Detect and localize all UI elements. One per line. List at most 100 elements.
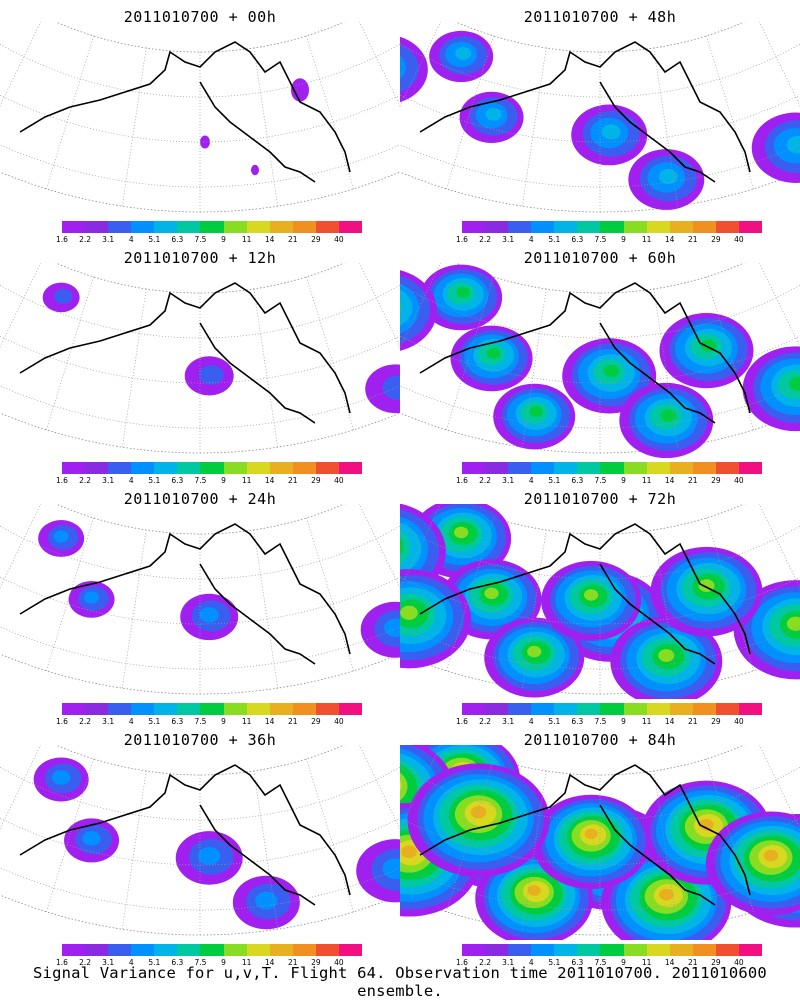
panel-title: 2011010700 + 48h xyxy=(523,8,677,26)
coastline xyxy=(419,282,751,424)
coastline xyxy=(19,523,351,665)
variance-contour xyxy=(199,607,219,623)
colorbar-tick-label: 5.1 xyxy=(148,476,161,485)
colorbar-swatch xyxy=(600,703,624,715)
colorbar-tick-label: 29 xyxy=(311,476,321,485)
colorbar-tick-label: 14 xyxy=(264,476,275,485)
parallel-line xyxy=(400,144,800,188)
colorbar-tick-label: 3.1 xyxy=(102,958,115,967)
colorbar-labels: 1.6 2.2 3.1 4 5.1 6.3 7.5 9 11 14 21 29 40 xyxy=(456,235,762,245)
variance-contour xyxy=(400,44,419,93)
colorbar-labels: 1.6 2.2 3.1 4 5.1 6.3 7.5 9 11 14 21 29 40 xyxy=(56,717,362,727)
colorbar-tick-label: 21 xyxy=(287,476,298,485)
colorbar-swatch xyxy=(715,221,739,233)
variance-contour xyxy=(601,124,621,140)
colorbar-swatch xyxy=(177,221,201,233)
colorbar-tick-label: 11 xyxy=(241,476,252,485)
colorbar-swatch xyxy=(154,944,178,956)
parallel-line xyxy=(0,867,400,911)
map-panel: 2011010700 + 48h 1.6 2.2 3.1 4 5.1 6.3 7.5 9 11 14… xyxy=(400,0,800,244)
colorbar-swatch xyxy=(177,462,201,474)
colorbar-tick-label: 1.6 xyxy=(56,235,68,244)
panel-title: 2011010700 + 72h xyxy=(523,490,677,508)
colorbar-swatch xyxy=(223,944,247,956)
colorbar-swatch xyxy=(577,944,601,956)
colorbar-swatch xyxy=(508,221,532,233)
parallel-line xyxy=(0,284,400,339)
colorbar-tick-label: 40 xyxy=(734,958,744,967)
colorbar-swatch xyxy=(646,462,670,474)
colorbar-tick-label: 40 xyxy=(334,717,344,726)
colorbar-swatch xyxy=(108,221,132,233)
colorbar-swatch xyxy=(200,462,224,474)
colorbar-swatch xyxy=(508,462,532,474)
colorbar-tick-label: 9 xyxy=(621,958,626,967)
colorbar-tick-label: 11 xyxy=(641,717,652,726)
colorbar-tick-label: 21 xyxy=(687,235,698,244)
coastline xyxy=(419,523,751,665)
parallel-line xyxy=(400,335,800,384)
map-domain-outline xyxy=(0,22,400,213)
colorbar-swatch xyxy=(462,462,486,474)
parallel-line xyxy=(0,766,400,821)
variance-contour xyxy=(456,286,470,298)
colorbar-tick-label: 21 xyxy=(287,958,298,967)
colorbar-swatch xyxy=(315,944,339,956)
parallel-line xyxy=(0,817,400,866)
colorbar-swatch xyxy=(738,944,763,956)
variance-contour xyxy=(788,376,800,391)
panel-title: 2011010700 + 24h xyxy=(123,490,277,508)
colorbar-tick-label: 6.3 xyxy=(571,958,584,967)
variance-contour xyxy=(384,618,400,638)
colorbar-swatch xyxy=(154,703,178,715)
colorbar-swatch xyxy=(131,221,155,233)
variance-contour xyxy=(786,616,800,631)
colorbar-tick-label: 6.3 xyxy=(171,476,184,485)
colorbar-swatch xyxy=(646,703,670,715)
colorbar-tick-label: 9 xyxy=(221,235,226,244)
colorbar-swatch xyxy=(246,221,270,233)
parallel-line xyxy=(0,385,400,429)
colorbar-tick-label: 7.5 xyxy=(594,717,607,726)
parallel-line xyxy=(0,335,400,384)
polar-map xyxy=(400,263,800,458)
colorbar-tick-label: 3.1 xyxy=(102,476,115,485)
colorbar-swatch xyxy=(108,703,132,715)
variance-contour xyxy=(198,365,224,385)
colorbar-tick-label: 1.6 xyxy=(56,958,68,967)
colorbar-tick-label: 2.2 xyxy=(79,717,92,726)
colorbar-tick-label: 7.5 xyxy=(594,235,607,244)
colorbar-tick-label: 21 xyxy=(287,717,298,726)
parallel-line xyxy=(400,284,800,339)
colorbar-swatch xyxy=(715,462,739,474)
colorbar-labels: 1.6 2.2 3.1 4 5.1 6.3 7.5 9 11 14 21 29 40 xyxy=(56,958,362,968)
variance-contour xyxy=(529,406,544,418)
variance-contour xyxy=(485,107,502,121)
colorbar-tick-label: 29 xyxy=(711,717,721,726)
colorbar-swatch xyxy=(646,221,670,233)
colorbar-tick-label: 3.1 xyxy=(102,235,115,244)
variance-contour xyxy=(400,530,411,565)
colorbar-tick-label: 2.2 xyxy=(479,717,492,726)
colorbar-tick-label: 2.2 xyxy=(479,958,492,967)
parallel-line xyxy=(0,525,400,580)
colorbar-swatch xyxy=(200,944,224,956)
colorbar-swatch xyxy=(715,703,739,715)
colorbar-swatch xyxy=(269,703,293,715)
panel-title: 2011010700 + 36h xyxy=(123,731,277,749)
colorbar-swatch xyxy=(269,944,293,956)
variance-contour xyxy=(699,818,714,831)
colorbar-swatch xyxy=(269,221,293,233)
panel-title: 2011010700 + 12h xyxy=(123,249,277,267)
colorbar-tick-label: 1.6 xyxy=(56,717,68,726)
colorbar-swatch xyxy=(669,221,693,233)
colorbar-swatch xyxy=(508,944,532,956)
variance-contour xyxy=(53,530,69,543)
colorbar-swatch xyxy=(623,221,647,233)
figure-caption: Signal Variance for u,v,T. Flight 64. Ob… xyxy=(33,964,767,1000)
polar-map xyxy=(0,504,400,695)
colorbar-tick-label: 29 xyxy=(711,235,721,244)
colorbar-swatch xyxy=(600,221,624,233)
coastline xyxy=(19,764,351,906)
colorbar-tick-label: 5.1 xyxy=(148,717,161,726)
